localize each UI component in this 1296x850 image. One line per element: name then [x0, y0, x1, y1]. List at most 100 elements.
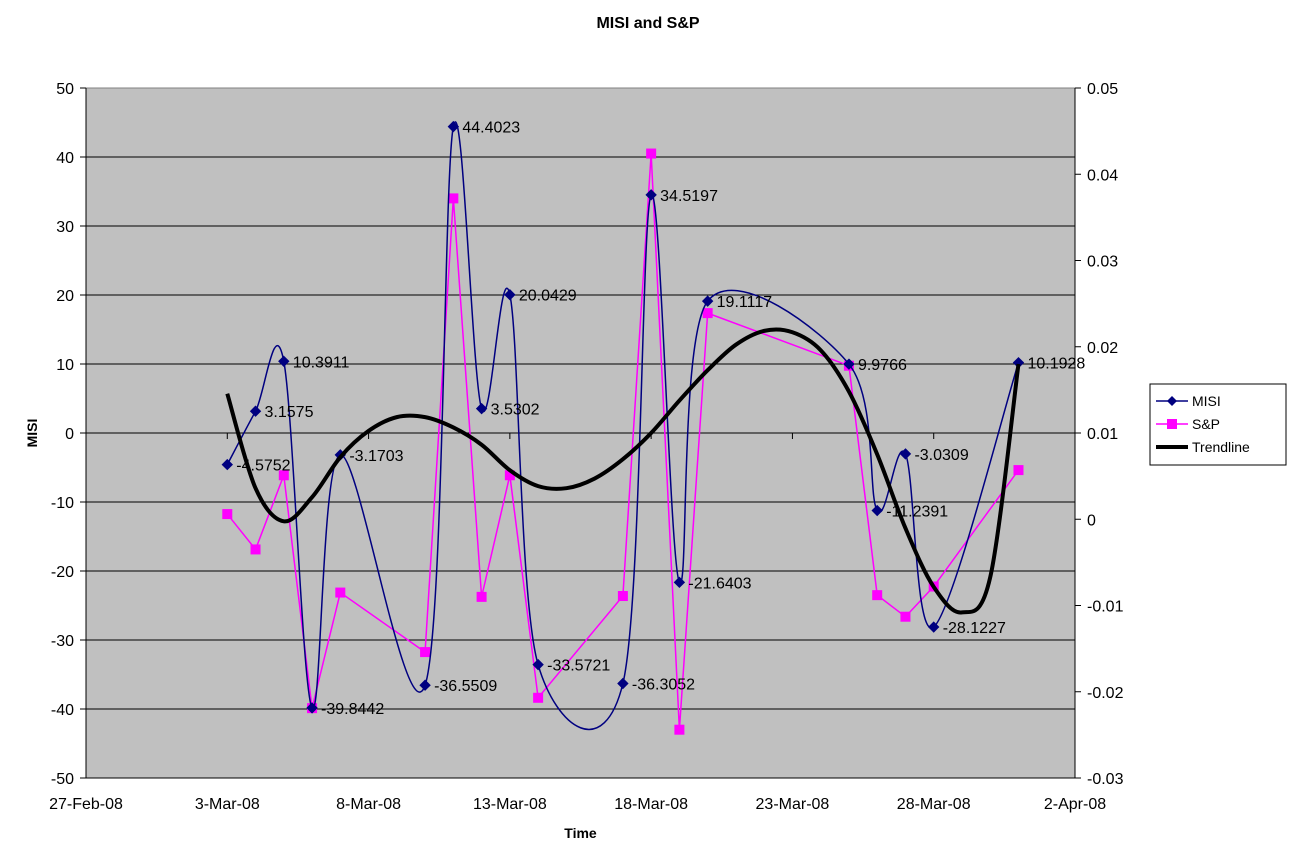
data-label: -39.8442	[321, 701, 384, 718]
data-point	[673, 576, 686, 589]
plot-area	[85, 87, 1076, 779]
data-label: 3.1575	[265, 404, 314, 421]
data-label: 20.0429	[519, 288, 577, 305]
data-label: -21.6403	[688, 575, 751, 592]
x-tick-label: 2-Apr-08	[1044, 796, 1106, 813]
data-point	[617, 591, 628, 602]
left-tick-label: 20	[56, 288, 74, 305]
x-tick-label: 13-Mar-08	[473, 796, 547, 813]
right-tick-label: -0.02	[1087, 685, 1124, 702]
data-point	[702, 308, 713, 319]
left-tick-label: 10	[56, 357, 74, 374]
series-line	[226, 121, 1020, 731]
data-label: 10.1928	[1027, 356, 1085, 373]
legend-marker	[1167, 396, 1177, 406]
y-axis-title: MISI	[24, 419, 40, 448]
data-label: -36.5509	[434, 678, 497, 695]
legend-item: Trendline	[1156, 439, 1250, 455]
data-label: 3.5302	[491, 402, 540, 419]
data-label: 19.1117	[717, 294, 773, 311]
x-tick-label: 28-Mar-08	[897, 796, 971, 813]
data-point	[475, 402, 488, 415]
legend-item: MISI	[1156, 393, 1221, 409]
left-y-axis: -50 -40 -30 -20 -10 0 10 20 30 40 50	[51, 81, 87, 788]
data-point	[448, 193, 459, 204]
data-point	[476, 591, 487, 602]
x-axis: 27-Feb-08 3-Mar-08 8-Mar-08 13-Mar-08 18-Mar…	[49, 433, 1106, 813]
data-point	[900, 611, 911, 622]
series-line	[225, 327, 1021, 615]
data-point	[278, 470, 289, 481]
data-point	[420, 647, 431, 658]
left-tick-label: 30	[56, 219, 74, 236]
data-point	[645, 189, 657, 201]
legend-item: S&P	[1156, 416, 1220, 432]
x-tick-label: 27-Feb-08	[49, 796, 123, 813]
data-point	[871, 504, 883, 517]
legend-label: MISI	[1192, 393, 1221, 409]
left-tick-label: -30	[51, 633, 74, 650]
right-tick-label: 0	[1087, 512, 1096, 529]
data-label: -33.5721	[547, 658, 610, 675]
data-point	[222, 509, 233, 520]
data-label: 34.5197	[660, 188, 718, 205]
data-point	[306, 702, 318, 714]
data-point	[504, 288, 516, 301]
data-label: 44.4023	[462, 120, 520, 137]
data-point	[674, 724, 685, 735]
x-tick-label: 3-Mar-08	[195, 796, 260, 813]
data-point	[928, 621, 940, 633]
data-label: -3.1703	[349, 448, 403, 465]
legend: MISI S&P Trendline	[1149, 383, 1287, 466]
right-tick-label: 0.02	[1087, 340, 1118, 357]
left-tick-label: -50	[51, 771, 74, 788]
right-y-axis: -0.03 -0.02 -0.01 0 0.01 0.02 0.03 0.04 0.05	[1074, 81, 1124, 788]
left-tick-label: -20	[51, 564, 74, 581]
legend-marker	[1167, 419, 1177, 429]
data-label: 9.9766	[858, 357, 907, 374]
data-point	[646, 148, 657, 159]
right-tick-label: 0.04	[1087, 167, 1118, 184]
right-tick-label: 0.01	[1087, 426, 1118, 443]
data-label: -28.1227	[943, 620, 1006, 637]
legend-label: Trendline	[1192, 439, 1250, 455]
series-trendline	[225, 327, 1021, 615]
data-point	[249, 405, 262, 417]
data-point	[447, 120, 460, 133]
data-point	[1013, 465, 1024, 476]
data-point	[872, 590, 883, 601]
legend-label: S&P	[1192, 416, 1220, 432]
series-misi: -4.57523.157510.3911-39.8442-3.1703-36.5…	[221, 120, 1085, 731]
left-tick-label: -40	[51, 702, 74, 719]
data-point	[532, 658, 544, 671]
left-tick-label: 0	[65, 426, 74, 443]
right-tick-label: 0.05	[1087, 81, 1118, 98]
data-point	[843, 358, 855, 370]
x-tick-label: 18-Mar-08	[614, 796, 688, 813]
x-axis-title: Time	[564, 825, 597, 841]
series-layer: -4.57523.157510.3911-39.8442-3.1703-36.5…	[221, 120, 1085, 735]
left-tick-label: 50	[56, 81, 74, 98]
data-point	[250, 544, 261, 555]
right-tick-label: -0.03	[1087, 771, 1124, 788]
data-point	[899, 448, 912, 460]
chart-title: MISI and S&P	[596, 15, 699, 32]
data-point	[221, 458, 233, 471]
x-tick-label: 23-Mar-08	[756, 796, 830, 813]
data-label: -36.3052	[632, 677, 695, 694]
right-tick-label: -0.01	[1087, 599, 1124, 616]
data-point	[278, 355, 290, 368]
left-tick-label: 40	[56, 150, 74, 167]
data-point	[419, 679, 431, 691]
data-point	[533, 692, 544, 703]
data-label: 10.3911	[293, 354, 350, 371]
x-tick-label: 8-Mar-08	[336, 796, 401, 813]
data-point	[617, 677, 629, 690]
data-point	[701, 295, 714, 307]
right-tick-label: 0.03	[1087, 254, 1118, 271]
data-point	[335, 587, 346, 598]
data-point	[504, 470, 515, 481]
data-label: -3.0309	[914, 447, 968, 464]
left-tick-label: -10	[51, 495, 74, 512]
